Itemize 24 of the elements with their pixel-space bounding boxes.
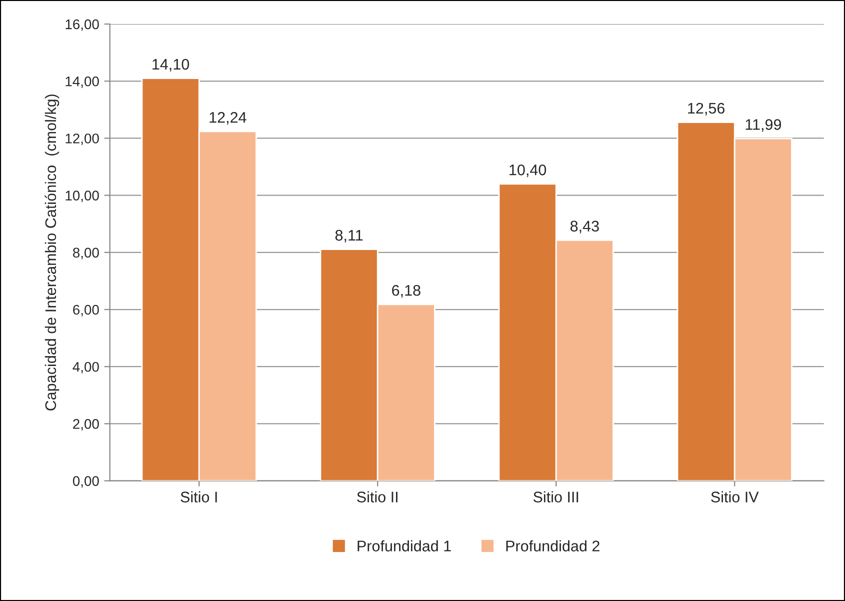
data-label: 14,10 [152,58,190,72]
y-tick-label: 2,00 [73,419,99,431]
x-tick-label: Sitio II [357,491,398,502]
data-label: 11,99 [746,119,782,132]
y-tick-label: 0,00 [72,476,99,488]
data-label: 12,24 [210,112,246,125]
y-tick-label: 12,00 [66,134,99,146]
y-tick-label: 6,00 [73,304,99,316]
data-label: 6,18 [392,284,420,298]
y-tick-label: 10,00 [66,190,99,202]
x-tick-label: Sitio IV [711,491,759,502]
legend-label: Profundidad 2 [506,540,600,552]
data-label: 8,43 [570,220,599,234]
y-tick-label: 16,00 [66,19,99,31]
x-tick-label: Sitio I [180,491,217,502]
y-tick-label: 8,00 [73,248,99,260]
data-label: 8,11 [335,230,363,243]
y-axis-title: Capacidad de Intercambio Catiónico (cmol/kg) [44,94,60,410]
data-label: 12,56 [688,102,725,116]
data-label: 10,40 [510,164,546,178]
y-tick-label: 14,00 [66,76,99,88]
x-tick-label: Sitio III [533,491,578,502]
y-tick-label: 4,00 [72,362,99,374]
legend-label: Profundidad 1 [358,540,451,552]
